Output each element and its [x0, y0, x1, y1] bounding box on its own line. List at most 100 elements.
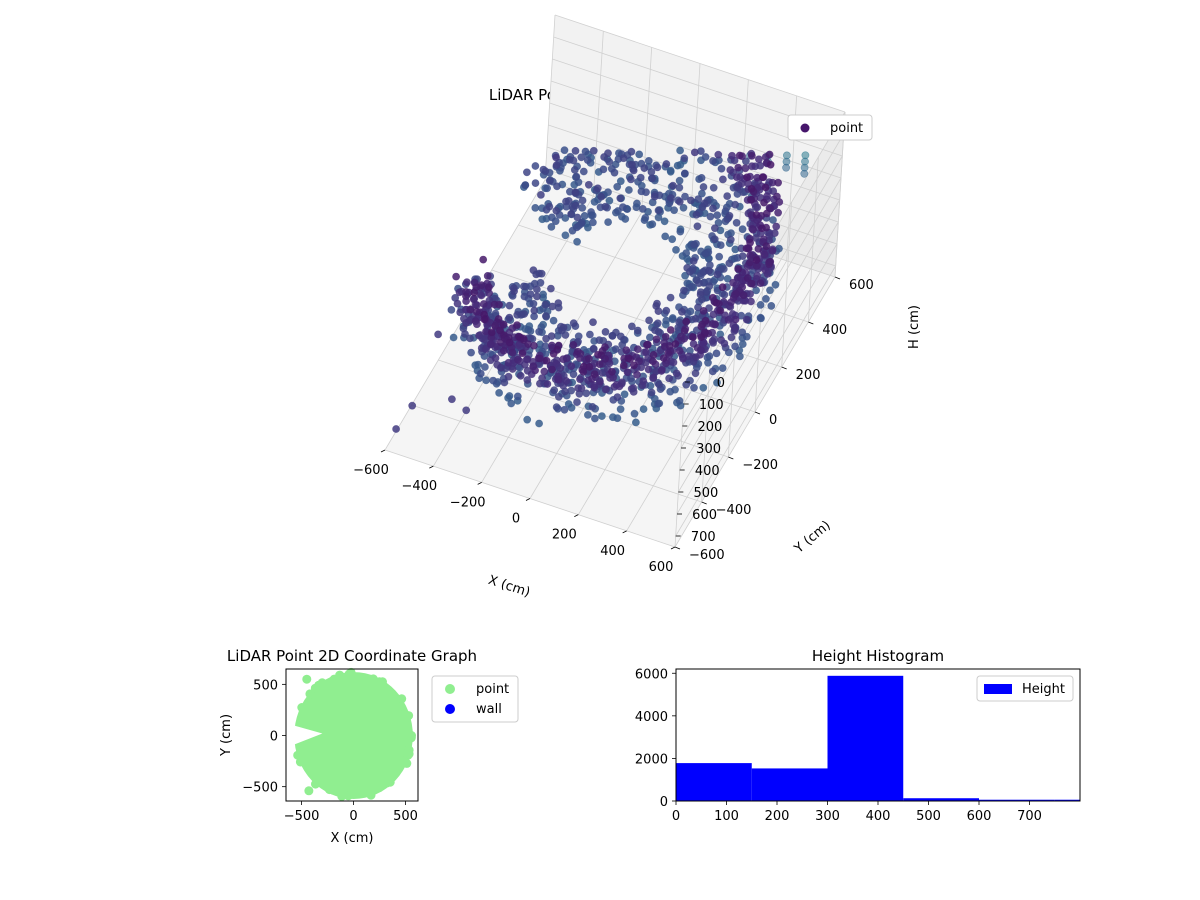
point-3d: [542, 356, 551, 365]
point-3d: [495, 300, 503, 309]
point-3d: [638, 381, 647, 390]
point-3d: [756, 313, 765, 322]
point-3d: [513, 310, 522, 319]
point-3d: [616, 177, 625, 186]
point-3d: [567, 403, 576, 412]
tick-3d-y-label: 200: [796, 368, 821, 383]
point-3d: [601, 354, 609, 363]
point-3d: [713, 378, 721, 387]
tick-3d-z-label: 300: [696, 442, 721, 457]
point-3d: [694, 303, 702, 312]
point-2d: [302, 674, 312, 684]
point-3d: [536, 278, 545, 287]
point-3d: [735, 151, 744, 160]
point-3d: [648, 174, 656, 183]
point-3d: [635, 150, 644, 159]
point-3d: [675, 396, 684, 405]
point-3d: [560, 146, 569, 155]
point-3d: [649, 373, 658, 382]
point-3d: [670, 206, 678, 215]
point-3d: [671, 340, 680, 348]
point-3d: [648, 220, 657, 229]
chart-histogram-legend-label: Height: [1022, 682, 1065, 697]
grid-right-h: [681, 155, 843, 427]
point-3d: [531, 179, 540, 187]
tick-3d-y-mark: [674, 546, 681, 550]
point-3d: [576, 375, 584, 384]
point-3d: [638, 204, 647, 213]
point-3d: [572, 223, 581, 232]
point-3d: [483, 271, 492, 280]
point-3d: [765, 150, 774, 159]
point-3d: [639, 405, 648, 413]
point-3d: [590, 383, 599, 392]
point-3d: [621, 215, 630, 223]
point-3d: [719, 175, 727, 184]
chart-2d: LiDAR Point 2D Coordinate Graph −500 0 500…: [219, 647, 519, 846]
tick-hist-x-label: 700: [1017, 809, 1042, 824]
point-3d: [733, 173, 741, 182]
point-2d: [309, 768, 319, 778]
tick-hist-x-label: 100: [714, 809, 739, 824]
point-3d: [632, 203, 641, 212]
histogram-bar: [903, 798, 979, 801]
point-3d: [619, 203, 627, 211]
point-3d: [480, 315, 489, 324]
point-3d: [573, 237, 581, 246]
chart-histogram-title: Height Histogram: [812, 647, 944, 665]
chart-2d-legend-marker-wall: [445, 704, 455, 714]
point-3d: [541, 167, 550, 176]
tick-3d-y-mark: [781, 366, 787, 370]
point-3d: [505, 392, 514, 400]
point-3d: [633, 370, 641, 379]
point-3d: [680, 327, 689, 335]
point-3d: [620, 390, 629, 399]
point-3d: [545, 176, 554, 185]
point-3d: [482, 376, 490, 385]
point-3d: [572, 172, 581, 181]
point-3d: [756, 279, 765, 287]
point-3d: [669, 181, 677, 190]
grid-right-h: [677, 221, 839, 493]
point-3d: [552, 403, 561, 411]
point-3d: [748, 151, 756, 160]
tick-3d-z-label: 400: [695, 464, 720, 479]
point-3d: [542, 334, 550, 343]
tick-2d-y-label: 500: [253, 678, 278, 693]
point-3d: [719, 265, 728, 273]
point-3d: [505, 313, 514, 322]
point-3d: [716, 306, 725, 315]
point-3d: [560, 405, 569, 414]
tick-3d-y-label: −400: [716, 503, 752, 518]
point-3d: [713, 270, 722, 279]
point-3d: [541, 300, 550, 309]
point-3d: [728, 151, 736, 160]
point-3d: [713, 211, 722, 220]
point-3d: [466, 334, 474, 343]
point-3d: [523, 415, 532, 424]
point-3d: [743, 274, 752, 282]
point-3d: [629, 387, 638, 396]
point-3d: [742, 315, 751, 324]
point-3d: [576, 354, 584, 362]
point-3d: [513, 321, 521, 329]
point-3d: [523, 168, 531, 177]
point-3d: [712, 349, 721, 358]
point-3d: [577, 384, 586, 393]
point-3d: [628, 322, 636, 331]
point-3d: [747, 297, 755, 306]
point-3d: [550, 386, 559, 395]
point-3d: [741, 164, 750, 173]
point-3d: [479, 255, 488, 264]
chart-3d-zlabel: H (cm): [907, 305, 922, 349]
point-3d: [552, 153, 560, 162]
point-3d: [494, 315, 503, 323]
point-3d: [715, 252, 724, 261]
point-3d: [689, 257, 698, 265]
point-3d: [591, 414, 599, 423]
point-3d: [749, 225, 757, 234]
tick-3d-x-mark: [622, 530, 627, 534]
point-3d: [675, 197, 684, 206]
point-3d: [547, 284, 555, 293]
point-3d: [699, 383, 708, 392]
